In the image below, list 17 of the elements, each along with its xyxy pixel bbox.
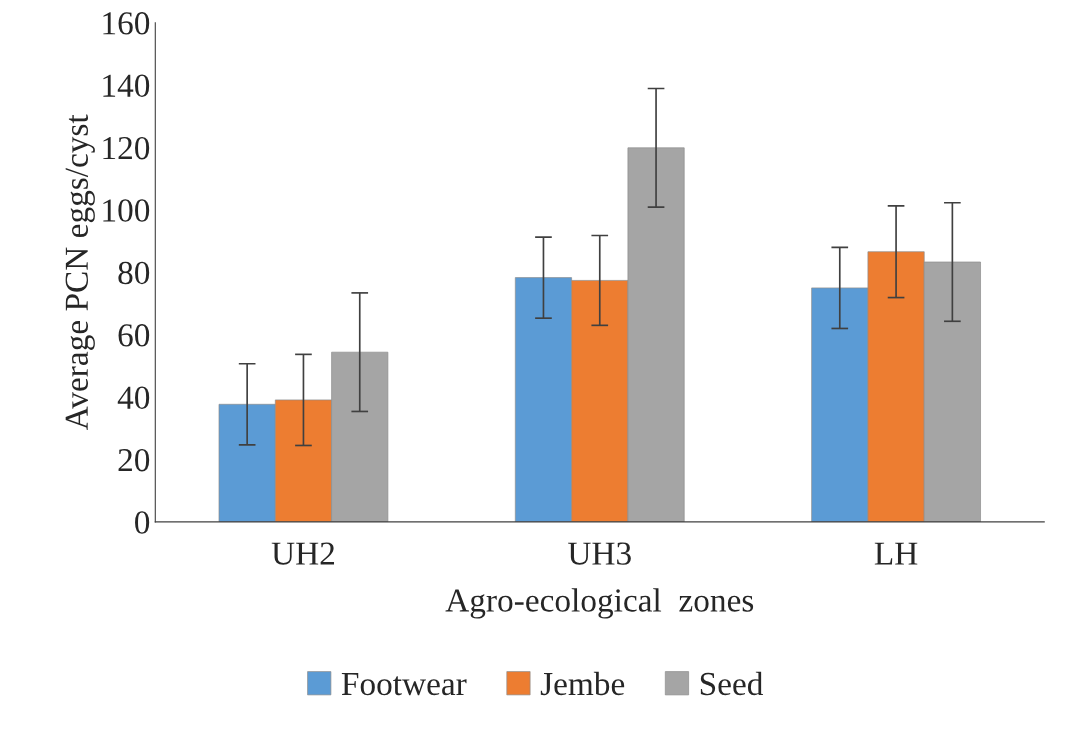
x-tick-label: UH3	[568, 542, 631, 565]
y-tick-label: 140	[103, 74, 150, 97]
y-tick-label: 0	[135, 511, 150, 534]
x-tick-label: LH	[874, 542, 918, 565]
y-tick-label: 100	[103, 199, 150, 222]
y-tick-label: 60	[118, 324, 150, 347]
y-tick-label: 120	[103, 136, 150, 160]
y-tick-label: 20	[118, 448, 150, 472]
x-tick-label: UH2	[271, 542, 335, 565]
y-tick-label: 80	[118, 261, 150, 285]
x-axis-title: Agro-ecological zones	[445, 588, 754, 619]
legend-label: Seed	[700, 671, 764, 696]
y-tick-label: 160	[103, 12, 150, 35]
legend-label: Footwear	[341, 673, 467, 696]
y-tick-label: 40	[117, 386, 150, 409]
y-axis-title: Average PCN eggs/cyst	[65, 114, 95, 430]
legend-label: Jembe	[540, 671, 625, 696]
